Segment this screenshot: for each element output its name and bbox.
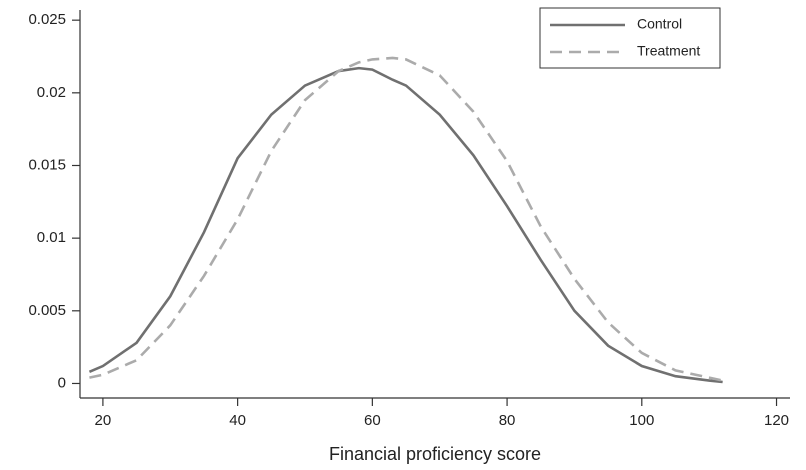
y-tick-label: 0.01: [37, 229, 66, 246]
x-tick-label: 120: [764, 412, 789, 429]
legend-box: [539, 7, 721, 69]
y-tick-label: 0: [58, 374, 66, 391]
y-tick-label: 0.025: [28, 11, 66, 28]
y-tick-label: 0.005: [28, 302, 66, 319]
x-tick-label: 80: [499, 412, 516, 429]
series-line: [88, 66, 723, 384]
legend-label: Treatment: [637, 43, 700, 59]
x-axis-label: Financial proficiency score: [329, 444, 541, 464]
x-tick-label: 20: [95, 412, 112, 429]
y-tick-label: 0.015: [28, 156, 66, 173]
x-tick-label: 100: [629, 412, 654, 429]
x-tick-label: 60: [364, 412, 381, 429]
y-tick-label: 0.02: [37, 84, 66, 101]
x-tick-label: 40: [229, 412, 246, 429]
series-line: [89, 56, 723, 382]
legend-label: Control: [637, 16, 682, 32]
